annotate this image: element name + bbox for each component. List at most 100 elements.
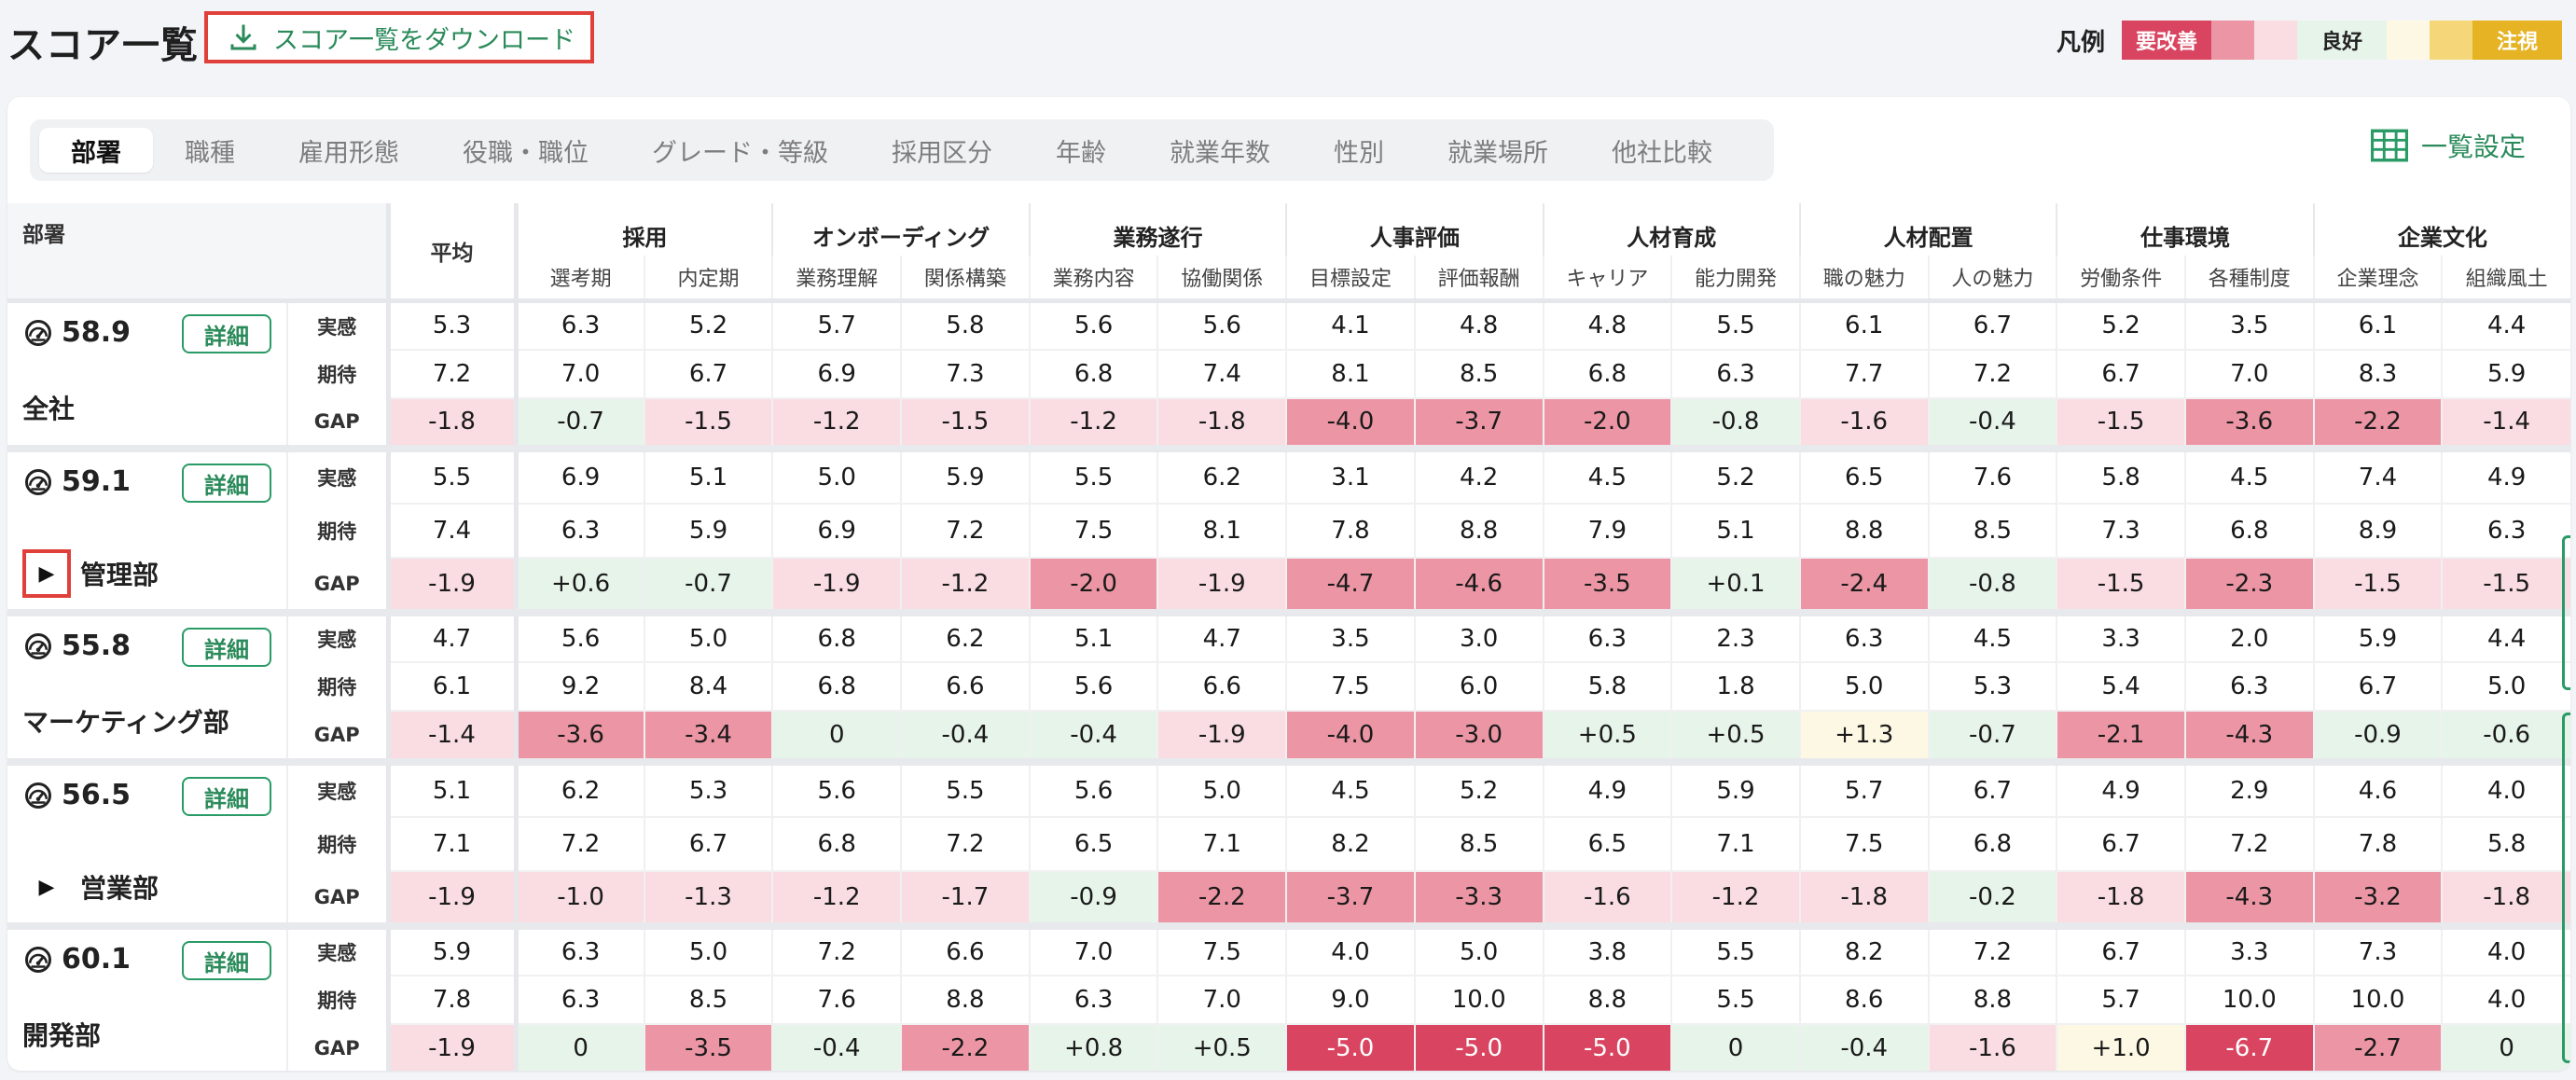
list-setting-label: 一覧設定 [2421,132,2527,162]
score-cell: -0.4 [1927,397,2057,453]
score-cell: 6.2 [1156,449,1287,505]
table-row: GAP -1.9 0 -3.5 -0.4 -2.2 +0.8 +0.5 -5.0 -5.0 -5.0… [7,1024,2570,1071]
download-scores-button[interactable]: スコア一覧をダウンロード [204,11,594,63]
score-cell: -0.9 [1028,871,1158,930]
tab-6[interactable]: 年齢 [1056,138,1106,168]
score-cell: 5.6 [1028,762,1158,818]
score-cell: -1.9 [771,558,902,616]
sub-column-header: キャリア [1542,256,1672,303]
dept-name[interactable]: 営業部 [80,873,159,904]
table-row: GAP -1.9 +0.6 -0.7 -1.9 -1.2 -2.0 -1.9 -4.7 -4.6-… [7,558,2570,616]
group-header: オンボーディング [771,203,1030,256]
score-cell: -2.2 [2312,397,2443,453]
score-cell: 6.1 [387,661,519,713]
metric-kind: 期待 [286,503,391,559]
table-row: 56.5 詳細 ▶ 営業部 実感 5.1 6.2 5.3 5.6 5.5 5.6 5.0 4.5 5.2 4… [7,762,2570,930]
score-cell: 7.8 [1285,503,1415,560]
metric-kind: 実感 [286,762,391,817]
score-cell: 7.5 [1285,661,1415,713]
detail-button[interactable]: 詳細 [182,464,271,503]
score-cell: 5.0 [1413,926,1544,976]
score-cell: -1.9 [1156,711,1287,766]
metric-kind: 実感 [286,449,391,504]
metric-kind: GAP [286,1024,391,1071]
tab-9[interactable]: 就業場所 [1447,138,1548,168]
score-cell: 6.8 [1028,349,1158,399]
score-cell: 6.3 [1542,613,1672,663]
detail-button[interactable]: 詳細 [182,777,271,816]
score-cell: 6.6 [1156,661,1287,713]
score-cell: 7.0 [2183,349,2314,399]
tab-10[interactable]: 他社比較 [1612,138,1712,168]
dept-score: 59.1 [24,465,131,498]
table-row: GAP -1.8 -0.7 -1.5 -1.2 -1.5 -1.2 -1.8 -4.0 -3.7-… [7,397,2570,453]
score-cell: +0.8 [1028,1024,1158,1071]
score-cell: 3.3 [2056,613,2185,663]
score-cell: 8.2 [1798,926,1929,976]
expand-toggle-icon[interactable]: ▶ [22,549,71,598]
tab-2[interactable]: 雇用形態 [298,138,399,168]
score-cell: -1.6 [1927,1024,2057,1071]
score-cell: 5.0 [1798,661,1929,713]
score-cell: 7.1 [1670,816,1800,873]
score-cell: 5.3 [643,762,773,818]
score-cell: 7.2 [515,816,644,873]
score-cell: 5.7 [2056,975,2185,1026]
tab-1[interactable]: 職種 [185,138,235,168]
scroll-indicator [2562,535,2570,690]
score-cell: 7.1 [1156,816,1287,873]
score-cell: 4.5 [2183,449,2314,505]
score-cell: 7.9 [1542,503,1672,560]
score-cell: 8.9 [2312,503,2443,560]
metric-kind: 期待 [286,349,391,398]
score-cell: -1.6 [1542,871,1672,930]
detail-button[interactable]: 詳細 [182,628,271,667]
score-cell: -1.3 [643,871,773,930]
score-cell: 6.7 [1927,300,2057,351]
gauge-icon [25,319,51,346]
tab-0[interactable]: 部署 [39,128,153,173]
sub-column-header: 内定期 [643,256,773,303]
score-cell: -1.9 [387,871,519,930]
tab-4[interactable]: グレード・等級 [652,138,828,168]
dept-name[interactable]: 管理部 [80,560,159,590]
tab-3[interactable]: 役職・職位 [463,138,589,168]
score-cell: 8.5 [643,975,773,1026]
score-cell: -1.4 [2441,397,2570,453]
score-cell: 6.3 [2441,503,2570,560]
score-cell: 6.9 [771,503,902,560]
metric-kind: GAP [286,871,391,930]
score-cell: 5.9 [2312,613,2443,663]
detail-button[interactable]: 詳細 [182,314,271,353]
expand-toggle-icon[interactable]: ▶ [38,875,55,899]
score-cell: 6.3 [515,975,644,1026]
list-setting-button[interactable]: 一覧設定 [2371,127,2526,164]
tab-5[interactable]: 採用区分 [892,138,992,168]
score-cell: 2.0 [2183,613,2314,663]
score-cell: 10.0 [1413,975,1544,1026]
score-cell: 5.5 [1670,300,1800,351]
score-cell: 8.3 [2312,349,2443,399]
score-cell: -0.7 [1927,711,2057,766]
score-cell: 4.6 [2312,762,2443,818]
tab-7[interactable]: 就業年数 [1170,138,1270,168]
score-cell: 8.2 [1285,816,1415,873]
score-cell: 2.9 [2183,762,2314,818]
score-cell: -1.8 [1798,871,1929,930]
dept-score: 55.8 [24,630,131,662]
score-cell: 5.8 [1542,661,1672,713]
score-cell: 7.3 [2056,503,2185,560]
score-cell: -0.4 [1798,1024,1929,1071]
group-header: 仕事環境 [2056,203,2314,256]
tab-8[interactable]: 性別 [1334,138,1384,168]
score-cell: -1.8 [1156,397,1287,453]
scroll-indicator [2562,713,2570,1063]
score-cell: 0 [1670,1024,1800,1071]
score-cell: 8.4 [643,661,773,713]
score-cell: 6.6 [900,926,1030,976]
group-header: 業務遂行 [1028,203,1287,256]
score-cell: 7.0 [1028,926,1158,976]
score-cell: 7.8 [2312,816,2443,873]
detail-button[interactable]: 詳細 [182,941,271,980]
score-cell: 7.4 [1156,349,1287,399]
